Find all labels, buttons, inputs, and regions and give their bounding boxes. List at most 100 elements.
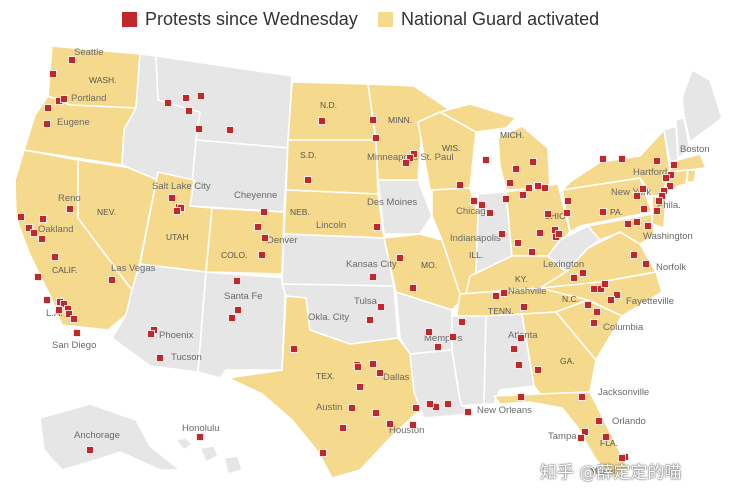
state-WI <box>417 111 477 191</box>
city-label: Nashville <box>508 286 547 297</box>
legend-item-guard: National Guard activated <box>378 6 599 32</box>
city-label: Phila. <box>657 200 681 211</box>
protest-marker <box>517 393 525 401</box>
protest-marker <box>536 229 544 237</box>
city-label: Tampa <box>548 431 577 442</box>
city-label: Miami <box>590 466 615 477</box>
city-label: Salt Lake City <box>152 181 211 192</box>
city-label: Fayetteville <box>626 296 674 307</box>
protest-marker <box>369 360 377 368</box>
protest-marker <box>402 159 410 167</box>
protest-marker <box>544 210 552 218</box>
protest-marker <box>396 254 404 262</box>
protest-marker <box>260 208 268 216</box>
protest-marker <box>618 155 626 163</box>
city-label: Lexington <box>543 259 584 270</box>
state-MA <box>669 153 707 173</box>
state-label: MO. <box>421 260 437 270</box>
legend-guard-label: National Guard activated <box>401 8 600 29</box>
protest-marker <box>319 449 327 457</box>
protest-marker <box>60 95 68 103</box>
protest-marker <box>86 446 94 454</box>
protest-marker <box>409 421 417 429</box>
protest-marker <box>43 296 51 304</box>
protest-marker <box>30 229 38 237</box>
state-NM <box>197 271 287 379</box>
protest-marker <box>409 284 417 292</box>
protest-marker <box>570 274 578 282</box>
city-label: Jacksonville <box>598 387 649 398</box>
protest-marker <box>607 296 615 304</box>
city-label: Columbia <box>603 322 644 333</box>
map-legend: Protests since Wednesday National Guard … <box>0 6 741 32</box>
state-AK <box>39 403 181 471</box>
protest-marker <box>590 285 598 293</box>
protest-marker <box>434 343 442 351</box>
protest-marker <box>519 191 527 199</box>
protest-marker <box>261 234 269 242</box>
city-label: Oakland <box>38 224 73 235</box>
city-label: Denver <box>267 235 298 246</box>
protest-marker <box>500 289 508 297</box>
protest-marker <box>410 150 418 158</box>
state-label: N.C. <box>562 294 579 304</box>
protest-marker <box>258 251 266 259</box>
protest-marker <box>470 197 478 205</box>
protest-marker <box>156 354 164 362</box>
legend-item-protests: Protests since Wednesday <box>122 6 358 32</box>
protest-marker <box>633 218 641 226</box>
city-label: Boston <box>680 144 710 155</box>
protest-marker <box>514 239 522 247</box>
protest-marker <box>584 301 592 309</box>
city-label: Indianapolis <box>450 233 501 244</box>
protest-marker <box>348 404 356 412</box>
city-label: Hartford <box>633 167 667 178</box>
state-labels: WASH. NEV. UTAH COLO. N.D. S.D. NEB. MIN… <box>52 75 623 448</box>
protest-marker <box>555 230 563 238</box>
protest-marker <box>534 366 542 374</box>
protest-marker <box>254 223 262 231</box>
state-TX <box>227 295 421 479</box>
protest-marker <box>510 345 518 353</box>
protest-marker <box>372 134 380 142</box>
protest-marker <box>38 235 46 243</box>
protest-marker <box>653 157 661 165</box>
state-MI-UP <box>439 103 517 133</box>
city-label: New Orleans <box>477 405 532 416</box>
city-label: Dallas <box>383 372 410 383</box>
state-label: WASH. <box>89 75 117 85</box>
protest-marker <box>498 230 506 238</box>
watermark: 知乎 @薛定定的喵 <box>540 463 682 483</box>
protest-marker <box>670 161 678 169</box>
city-label: Anchorage <box>74 430 120 441</box>
protest-marker <box>599 155 607 163</box>
protest-marker <box>17 213 25 221</box>
guard-swatch <box>378 11 393 27</box>
city-label: Okla. City <box>308 312 349 323</box>
protest-marker <box>68 56 76 64</box>
state-label: COLO. <box>221 250 247 260</box>
state-label: WIS. <box>442 143 460 153</box>
protest-marker <box>377 303 385 311</box>
protest-marker <box>593 308 601 316</box>
protest-marker <box>482 156 490 164</box>
state-SD <box>285 139 379 195</box>
protest-marker <box>354 363 362 371</box>
protest-marker <box>639 185 647 193</box>
protest-marker <box>65 310 73 318</box>
city-label: Tulsa <box>354 296 378 307</box>
protest-marker <box>529 158 537 166</box>
protest-marker <box>578 393 586 401</box>
state-HI <box>175 437 243 475</box>
city-label: Honolulu <box>182 423 220 434</box>
protest-marker <box>449 333 457 341</box>
protest-marker <box>226 126 234 134</box>
state-label: UTAH <box>166 232 189 242</box>
state-IA <box>377 179 433 235</box>
protest-marker <box>412 404 420 412</box>
protest-markers <box>17 56 678 462</box>
protest-marker <box>541 184 549 192</box>
protest-marker <box>55 306 63 314</box>
state-label: OHIO <box>544 211 566 221</box>
city-label: Eugene <box>57 117 90 128</box>
